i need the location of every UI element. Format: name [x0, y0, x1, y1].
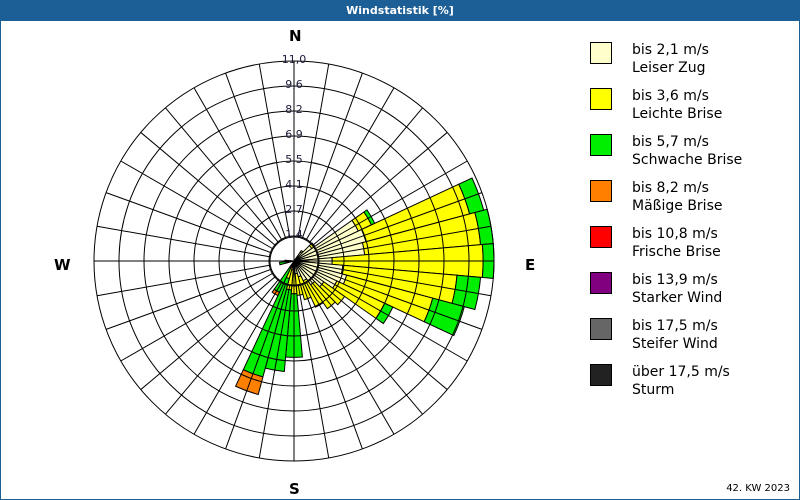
grid-spoke [140, 132, 276, 246]
legend-label: bis 8,2 m/s Mäßige Brise [632, 180, 723, 214]
grid-spoke [96, 264, 271, 297]
grid-spoke [312, 132, 448, 246]
grid-spoke [193, 87, 283, 241]
legend: bis 2,1 m/s Leiser Zug bis 3,6 m/s Leichte … [590, 40, 790, 408]
legend-item: bis 10,8 m/s Frische Brise [590, 224, 790, 270]
grid-spoke [297, 63, 330, 238]
grid-spoke [314, 160, 468, 250]
grid-spoke [225, 72, 287, 239]
grid-spoke [140, 276, 276, 390]
grid-spoke [305, 87, 395, 241]
grid-spoke [193, 281, 283, 435]
legend-item: über 17,5 m/s Sturm [590, 362, 790, 408]
chart-title: Windstatistik [%] [0, 0, 800, 21]
calm-circle [269, 236, 319, 286]
legend-label: über 17,5 m/s Sturm [632, 364, 730, 398]
week-label: 42. KW 2023 [726, 483, 790, 494]
radial-tick-label: 11,0 [282, 53, 307, 66]
radial-tick-label: 1,4 [285, 228, 303, 241]
radial-tick-label: 4,1 [285, 178, 303, 191]
radial-tick-label: 6,9 [285, 128, 303, 141]
grid-spoke [225, 283, 287, 450]
compass-south: S [289, 480, 300, 498]
legend-item: bis 3,6 m/s Leichte Brise [590, 86, 790, 132]
wind-bar-segment [278, 261, 288, 266]
radial-tick-label: 5,5 [285, 153, 303, 166]
radial-tick-labels: 1,4 2,7 4,1 5,5 6,9 8,2 9,6 11,0 [282, 53, 307, 241]
grid-spoke [96, 225, 271, 258]
grid-spoke [165, 107, 279, 243]
grid-spoke [317, 225, 492, 258]
legend-swatch [590, 226, 612, 248]
grid-spoke [297, 284, 330, 459]
grid-spoke [314, 272, 468, 362]
grid-spoke [316, 268, 483, 330]
grid-spoke [105, 268, 272, 330]
grid-spoke [316, 192, 483, 254]
compass-west: W [54, 256, 71, 274]
wind-bar-segment [423, 297, 465, 337]
legend-label: bis 3,6 m/s Leichte Brise [632, 88, 723, 122]
grid-spoke [258, 63, 291, 238]
grid-spoke [301, 283, 363, 450]
legend-swatch [590, 134, 612, 156]
legend-item: bis 2,1 m/s Leiser Zug [590, 40, 790, 86]
legend-label: bis 10,8 m/s Frische Brise [632, 226, 721, 260]
legend-swatch [590, 364, 612, 386]
legend-label: bis 2,1 m/s Leiser Zug [632, 42, 709, 76]
grid-spoke [312, 276, 448, 390]
radial-tick-label: 8,2 [285, 103, 303, 116]
compass-east: E [525, 256, 536, 274]
legend-item: bis 8,2 m/s Mäßige Brise [590, 178, 790, 224]
wind-rose-grid [93, 60, 495, 462]
grid-spoke [120, 160, 274, 250]
grid-spoke [305, 281, 395, 435]
grid-spoke [309, 107, 423, 243]
compass-north: N [289, 27, 302, 45]
grid-spoke [309, 279, 423, 415]
legend-label: bis 5,7 m/s Schwache Brise [632, 134, 743, 168]
wind-bar-segment [297, 275, 312, 301]
grid-spoke [105, 192, 272, 254]
legend-swatch [590, 88, 612, 110]
legend-item: bis 13,9 m/s Starker Wind [590, 270, 790, 316]
radial-tick-label: 2,7 [285, 203, 303, 216]
grid-spoke [120, 272, 274, 362]
grid-spoke [317, 264, 492, 297]
legend-swatch [590, 180, 612, 202]
legend-swatch [590, 318, 612, 340]
legend-label: bis 13,9 m/s Starker Wind [632, 272, 723, 306]
grid-spoke [258, 284, 291, 459]
radial-tick-label: 9,6 [285, 78, 303, 91]
legend-swatch [590, 42, 612, 64]
grid-spoke [165, 279, 279, 415]
grid-spoke [301, 72, 363, 239]
legend-item: bis 5,7 m/s Schwache Brise [590, 132, 790, 178]
legend-label: bis 17,5 m/s Steifer Wind [632, 318, 718, 352]
legend-item: bis 17,5 m/s Steifer Wind [590, 316, 790, 362]
legend-swatch [590, 272, 612, 294]
wind-bar-segment [234, 369, 264, 396]
